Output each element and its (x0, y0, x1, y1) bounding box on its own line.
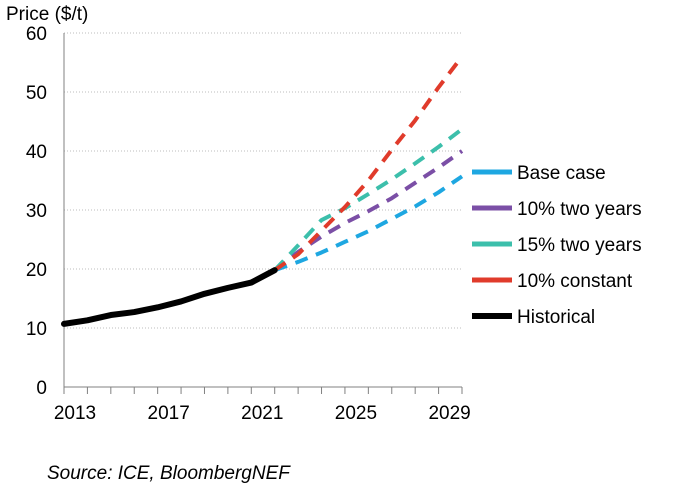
y-tick-label: 50 (26, 83, 47, 104)
legend-label: 10% constant (517, 271, 633, 292)
y-tick-label: 20 (26, 260, 47, 281)
y-tick-label: 10 (26, 319, 47, 340)
y-tick-label: 60 (26, 24, 47, 45)
y-tick-labels: 0 10 20 30 40 50 60 (26, 24, 47, 399)
x-tick-labels: 2013 2017 2021 2025 2029 (54, 403, 471, 424)
y-tick-label: 30 (26, 201, 47, 222)
axes (63, 33, 463, 394)
y-axis-label: Price ($/t) (6, 4, 88, 25)
series-lines (61, 55, 464, 327)
legend-label: Base case (517, 163, 606, 184)
y-tick-label: 40 (26, 142, 47, 163)
series-line-base-case (274, 174, 464, 273)
legend-label: 15% two years (517, 235, 642, 256)
x-tick-label: 2017 (148, 403, 190, 424)
gridlines (64, 32, 462, 329)
series-line-15-two-years (273, 127, 464, 272)
series-line-historical (61, 267, 278, 327)
series-line-10-two-years (273, 149, 464, 272)
x-tick-label: 2029 (428, 403, 470, 424)
y-tick-label: 0 (36, 378, 47, 399)
source-note: Source: ICE, BloombergNEF (47, 463, 290, 484)
x-tick-label: 2025 (335, 403, 377, 424)
legend: Base case 10% two years 15% two years 10% c… (472, 163, 642, 328)
legend-label: Historical (517, 307, 595, 328)
x-tick-label: 2013 (54, 403, 96, 424)
x-tick-label: 2021 (241, 403, 283, 424)
series-line-10-constant (273, 55, 464, 272)
legend-label: 10% two years (517, 199, 642, 220)
